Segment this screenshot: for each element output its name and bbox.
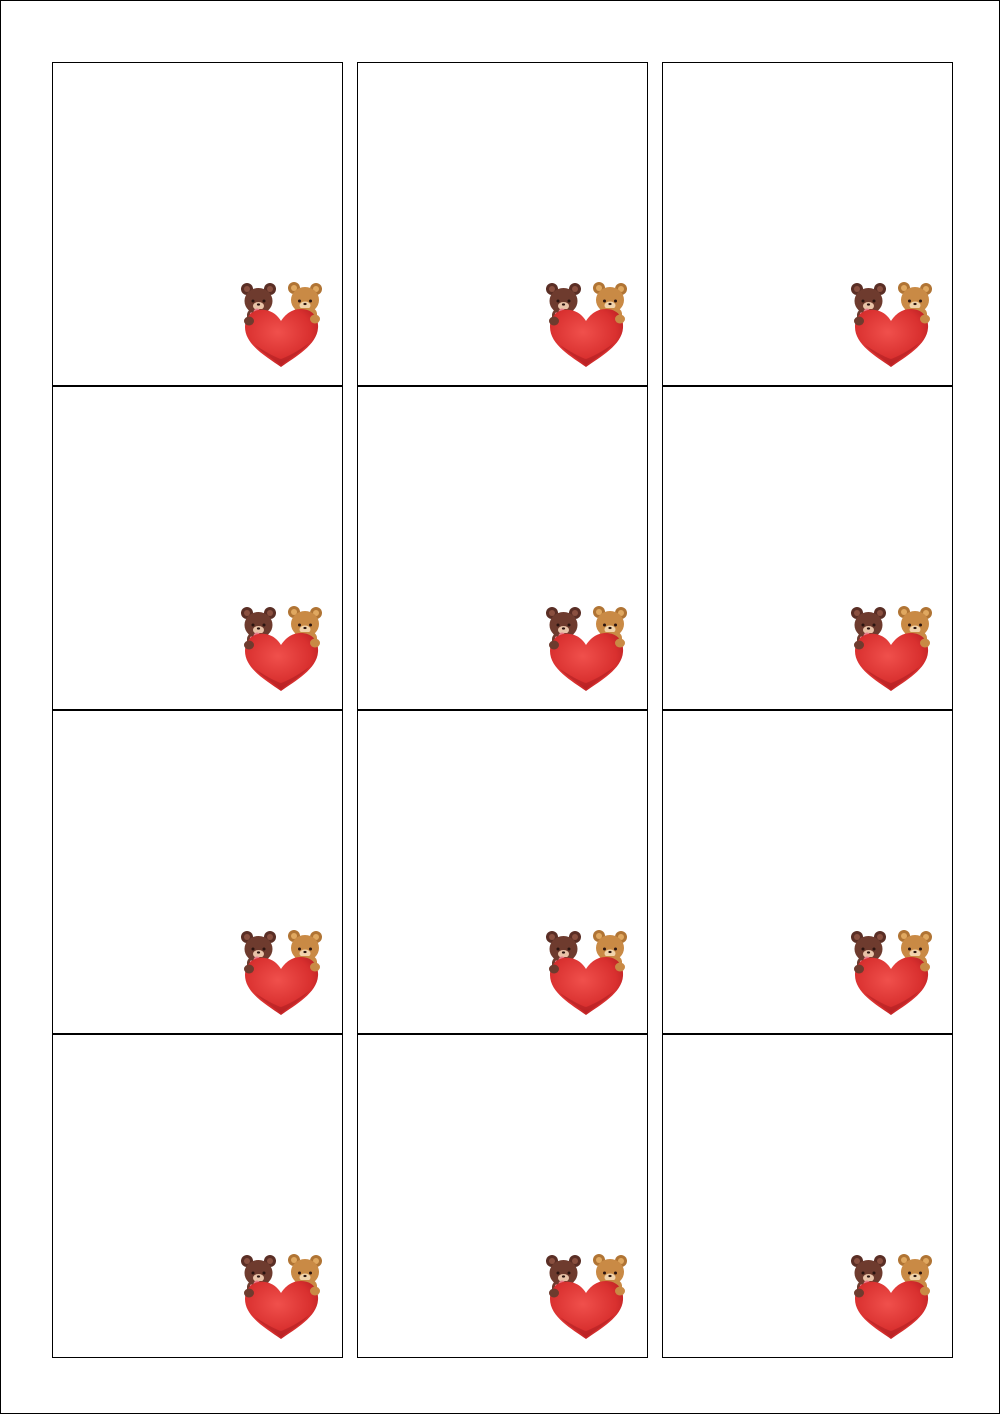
bears-with-heart-icon xyxy=(542,1251,632,1341)
card-4 xyxy=(52,386,343,710)
bears-with-heart-icon xyxy=(847,927,937,1017)
card-1 xyxy=(52,62,343,386)
card-3 xyxy=(662,62,953,386)
bears-with-heart-icon xyxy=(847,603,937,693)
card-9 xyxy=(662,710,953,1034)
bears-with-heart-icon xyxy=(237,927,327,1017)
card-6 xyxy=(662,386,953,710)
bears-with-heart-icon xyxy=(542,927,632,1017)
card-12 xyxy=(662,1034,953,1358)
card-10 xyxy=(52,1034,343,1358)
card-8 xyxy=(357,710,648,1034)
bears-with-heart-icon xyxy=(847,279,937,369)
card-2 xyxy=(357,62,648,386)
card-5 xyxy=(357,386,648,710)
bears-with-heart-icon xyxy=(237,1251,327,1341)
card-11 xyxy=(357,1034,648,1358)
bears-with-heart-icon xyxy=(847,1251,937,1341)
card-7 xyxy=(52,710,343,1034)
bears-with-heart-icon xyxy=(542,279,632,369)
bears-with-heart-icon xyxy=(237,603,327,693)
bears-with-heart-icon xyxy=(237,279,327,369)
bears-with-heart-icon xyxy=(542,603,632,693)
